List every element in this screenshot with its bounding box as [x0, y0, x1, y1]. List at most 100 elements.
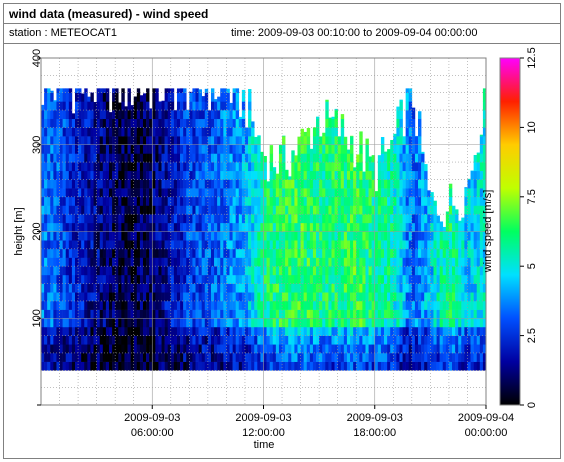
heatmap-cell [118, 102, 122, 111]
heatmap-cell [180, 179, 184, 189]
heatmap-cell [387, 214, 391, 224]
heatmap-cell [282, 361, 286, 371]
heatmap-cell [220, 231, 224, 241]
heatmap-cell [65, 214, 70, 224]
heatmap-cell [479, 222, 484, 232]
heatmap-cell [331, 352, 335, 362]
heatmap-cell [176, 231, 181, 241]
heatmap-cell [158, 292, 162, 302]
heatmap-cell [430, 214, 434, 224]
heatmap-cell [99, 283, 104, 293]
heatmap-cell [374, 300, 379, 310]
heatmap-cell [71, 257, 76, 267]
heatmap-cell [68, 309, 73, 319]
heatmap-cell [436, 248, 440, 258]
heatmap-cell [164, 352, 168, 362]
heatmap-cell [343, 326, 348, 336]
heatmap-cell [278, 266, 283, 276]
heatmap-cell [464, 248, 468, 258]
heatmap-cell [334, 162, 338, 172]
heatmap-cell [353, 326, 357, 336]
heatmap-cell [105, 240, 110, 250]
heatmap-cell [195, 110, 199, 120]
heatmap-cell [152, 222, 156, 232]
heatmap-cell [371, 222, 376, 232]
heatmap-cell [226, 318, 230, 328]
heatmap-cell [405, 170, 410, 180]
heatmap-cell [139, 231, 144, 241]
heatmap-cell [139, 101, 144, 111]
heatmap-cell [50, 170, 54, 180]
heatmap-cell [337, 240, 342, 250]
heatmap-cell [455, 248, 459, 258]
heatmap-cell [56, 344, 60, 354]
heatmap-cell [161, 309, 165, 319]
heatmap-cell [146, 136, 150, 146]
heatmap-cell [337, 283, 342, 293]
heatmap-cell [139, 127, 144, 137]
heatmap-cell [210, 257, 215, 267]
heatmap-cell [133, 326, 138, 336]
heatmap-cell [399, 222, 403, 232]
heatmap-cell [343, 205, 348, 215]
heatmap-cell [195, 335, 199, 345]
heatmap-cell [65, 136, 70, 146]
heatmap-cell [445, 248, 450, 258]
heatmap-cell [408, 110, 413, 120]
heatmap-cell [405, 214, 410, 224]
heatmap-cell [291, 214, 295, 224]
heatmap-cell [340, 361, 345, 371]
heatmap-cell [260, 326, 264, 336]
heatmap-cell [328, 266, 332, 276]
heatmap-cell [393, 205, 397, 215]
heatmap-cell [204, 196, 209, 206]
heatmap-cell [99, 118, 104, 128]
heatmap-cell [328, 214, 332, 224]
heatmap-cell [482, 118, 486, 128]
heatmap-cell [380, 214, 385, 224]
heatmap-cell [424, 361, 428, 371]
heatmap-cell [399, 292, 403, 302]
heatmap-cell [272, 292, 277, 302]
heatmap-cell [161, 240, 165, 250]
heatmap-cell [241, 257, 246, 267]
heatmap-cell [127, 266, 131, 276]
heatmap-cell [226, 274, 230, 284]
heatmap-cell [105, 231, 110, 241]
heatmap-cell [139, 214, 144, 224]
heatmap-cell [93, 257, 97, 267]
heatmap-cell [380, 266, 385, 276]
heatmap-cell [149, 309, 153, 319]
heatmap-cell [136, 335, 141, 345]
heatmap-cell [390, 292, 394, 302]
heatmap-cell [266, 196, 270, 206]
heatmap-cell [424, 196, 428, 206]
heatmap-cell [87, 274, 91, 284]
heatmap-cell [278, 283, 283, 293]
heatmap-cell [56, 266, 60, 276]
heatmap-cell [430, 274, 434, 284]
heatmap-cell [393, 170, 397, 180]
heatmap-cell [263, 266, 267, 276]
heatmap-cell [121, 170, 125, 180]
heatmap-cell [251, 170, 255, 180]
heatmap-cell [90, 222, 94, 232]
heatmap-cell [282, 352, 286, 362]
heatmap-cell [226, 188, 230, 198]
heatmap-cell [62, 136, 67, 146]
heatmap-cell [248, 266, 252, 276]
heatmap-cell [266, 309, 270, 319]
heatmap-cell [433, 200, 437, 206]
heatmap-cell [316, 144, 320, 154]
x-axis-label: time [254, 439, 275, 451]
heatmap-cell [288, 266, 292, 276]
heatmap-cell [176, 309, 181, 319]
heatmap-cell [384, 179, 388, 189]
heatmap-cell [408, 188, 413, 198]
heatmap-cell [380, 361, 385, 371]
heatmap-cell [325, 162, 329, 172]
heatmap-cell [346, 309, 351, 319]
heatmap-cell [226, 196, 230, 206]
heatmap-cell [142, 361, 147, 371]
heatmap-cell [186, 266, 190, 276]
